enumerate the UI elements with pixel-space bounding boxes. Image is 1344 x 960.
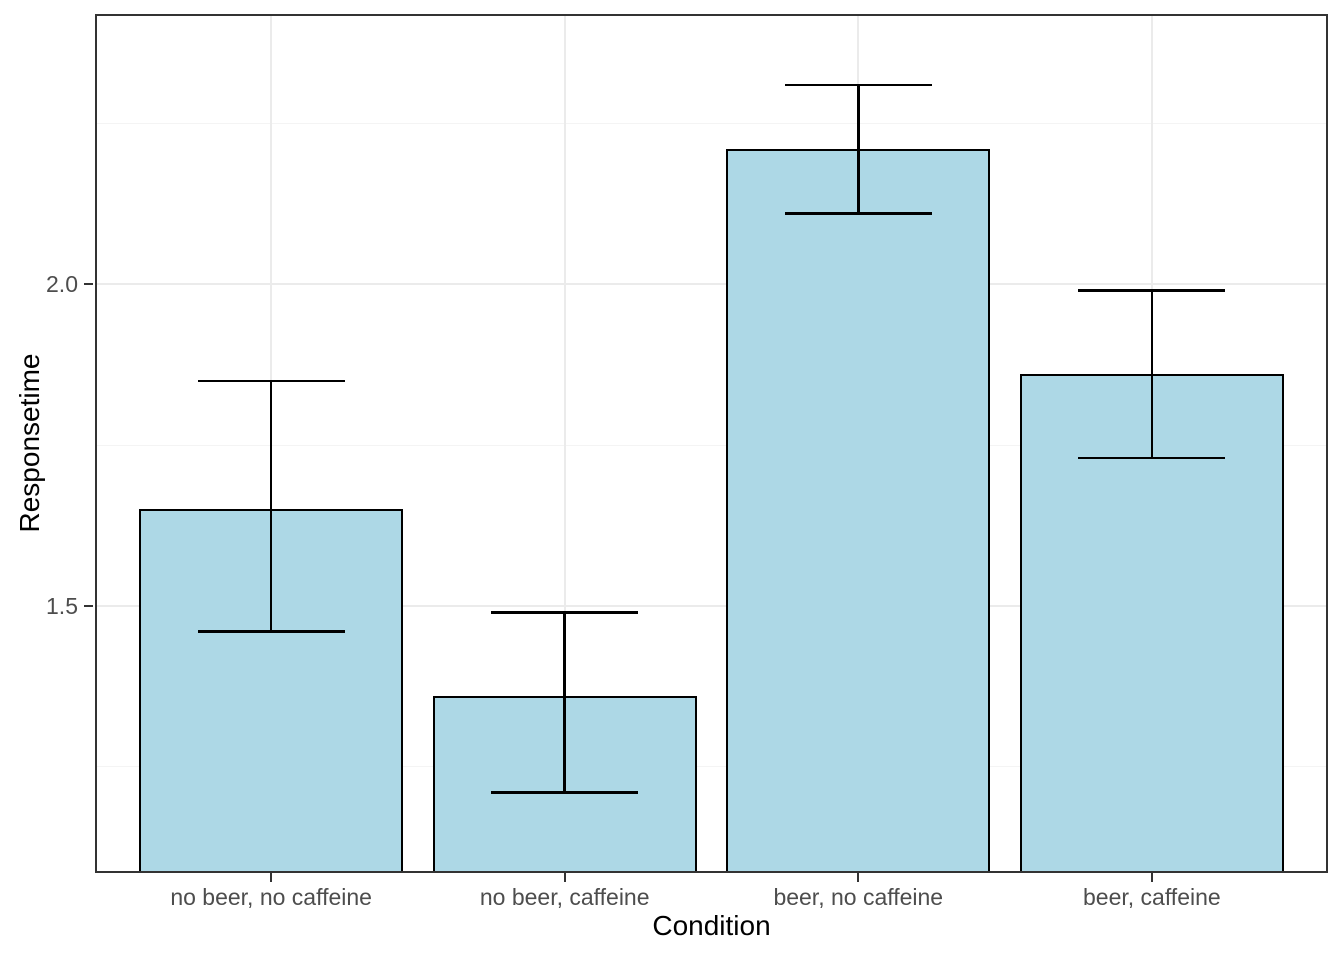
x-tick-mark [563, 873, 566, 882]
error-bar-cap-top [197, 379, 345, 382]
bar-3 [726, 149, 991, 873]
error-bar-cap-top [491, 611, 639, 614]
error-bar-cap-bottom [197, 630, 345, 633]
y-axis-title: Responsetime [14, 353, 45, 533]
x-axis-title: Condition [652, 910, 771, 941]
error-bar-vertical-line [857, 84, 860, 214]
error-bar-cap-top [1078, 289, 1226, 292]
y-tick-label: 2.0 [46, 271, 78, 298]
error-bar-cap-bottom [784, 212, 932, 215]
x-tick-mark [270, 873, 273, 882]
gridline-minor-horizontal [95, 766, 1328, 768]
plot-panel [95, 14, 1328, 873]
error-bar-vertical-line [1150, 290, 1154, 458]
gridline-major-vertical [563, 14, 566, 873]
y-tick-label: 1.5 [46, 592, 78, 619]
gridline-major-horizontal [95, 604, 1328, 607]
x-tick-label: no beer, caffeine [479, 884, 650, 910]
gridline-minor-horizontal [95, 122, 1328, 124]
gridline-major-horizontal [95, 283, 1328, 286]
y-tick-mark [84, 283, 93, 286]
x-tick-mark [857, 873, 860, 882]
x-tick-label: no beer, no caffeine [170, 884, 372, 910]
x-tick-mark [1150, 873, 1153, 882]
error-bar-cap-bottom [1078, 456, 1226, 460]
error-bar-vertical-line [563, 612, 566, 793]
x-tick-label: beer, caffeine [1083, 884, 1221, 910]
error-bar-cap-bottom [491, 791, 639, 794]
y-tick-mark [84, 604, 93, 607]
error-bar-cap-top [784, 83, 932, 87]
gridline-minor-horizontal [95, 444, 1328, 446]
error-bar-vertical-line [269, 380, 273, 632]
x-tick-label: beer, no caffeine [773, 884, 944, 910]
